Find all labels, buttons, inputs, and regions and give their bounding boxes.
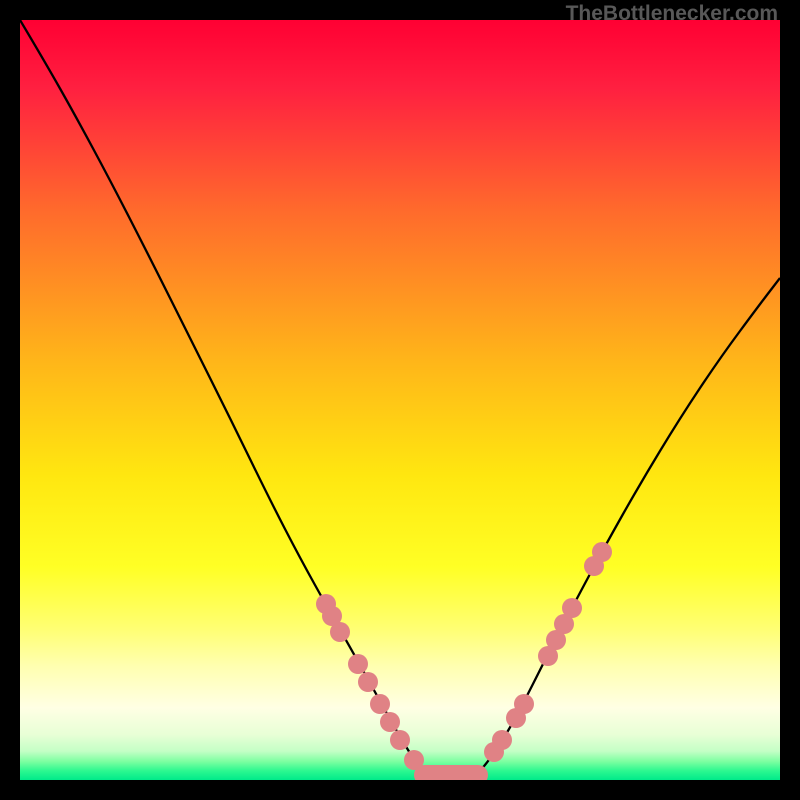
bottleneck-chart: TheBottlenecker.com xyxy=(0,0,800,800)
data-point xyxy=(562,598,582,618)
watermark-label: TheBottlenecker.com xyxy=(566,2,778,26)
chart-svg xyxy=(0,0,800,800)
gradient-background xyxy=(20,20,780,780)
data-point xyxy=(390,730,410,750)
data-point xyxy=(492,730,512,750)
data-point xyxy=(380,712,400,732)
data-point xyxy=(330,622,350,642)
data-point-minimum xyxy=(414,765,488,785)
data-point xyxy=(348,654,368,674)
data-point xyxy=(592,542,612,562)
data-point xyxy=(514,694,534,714)
data-point xyxy=(370,694,390,714)
data-point xyxy=(358,672,378,692)
